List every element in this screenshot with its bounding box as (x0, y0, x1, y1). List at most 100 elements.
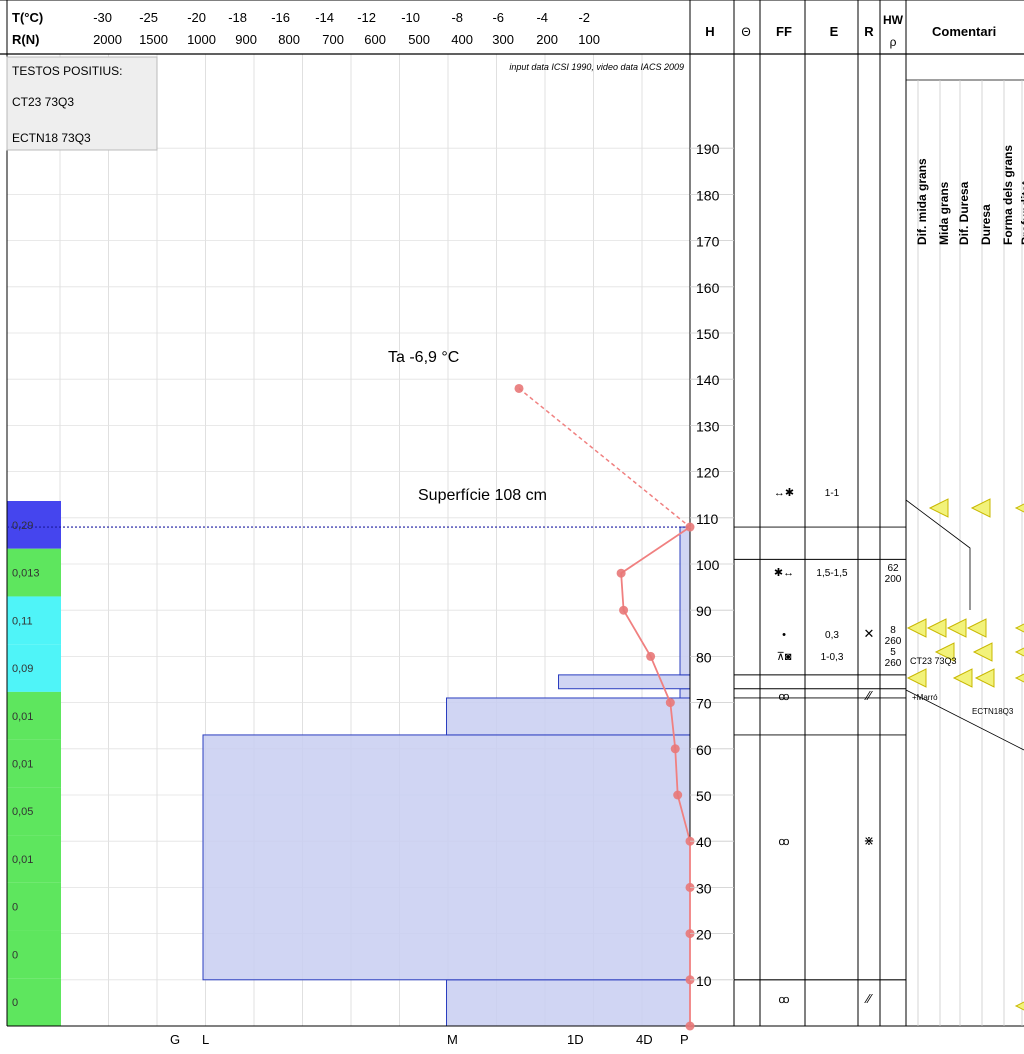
comment-note: CT23 73Q3 (910, 656, 957, 666)
col-comments-header: Comentari (932, 24, 996, 39)
stability-value: 0 (12, 949, 18, 961)
hardness-layers (202, 526, 691, 1027)
marker-triangle (970, 498, 991, 518)
stability-value: 0,05 (12, 806, 33, 818)
h-tick-label: 130 (696, 418, 720, 434)
h-tick-label: 70 (696, 696, 712, 712)
temp-point (514, 383, 524, 393)
col-r-header: R (864, 24, 874, 39)
temp-point (685, 522, 695, 532)
marker-triangle (972, 642, 993, 662)
h-tick-label: 120 (696, 465, 720, 481)
stability-cell (7, 978, 61, 1026)
r-tick: 500 (408, 32, 430, 47)
e-cell: 1-0,3 (821, 652, 844, 663)
hardness-label: M (447, 1032, 458, 1047)
hardness-label: 1D (567, 1032, 584, 1047)
t-tick: -10 (401, 10, 420, 25)
temp-point (670, 744, 680, 754)
t-tick: -12 (357, 10, 376, 25)
e-cell: 0,3 (825, 630, 839, 641)
marker-triangle (952, 668, 973, 688)
h-tick-label: 150 (696, 326, 720, 342)
marker-triangle (934, 642, 955, 662)
r-tick: 800 (278, 32, 300, 47)
r-cell: ✕ (864, 626, 875, 641)
h-tick-label: 100 (696, 557, 720, 573)
stability-cell (7, 501, 61, 549)
col-ff-header: FF (776, 24, 792, 39)
h-tick-label: 180 (696, 187, 720, 203)
tests-box-line-2: ECTN18 73Q3 (12, 131, 91, 145)
r-tick: 400 (451, 32, 473, 47)
ff-cell: ꝏ (778, 994, 789, 1006)
col-theta-header: Θ (741, 25, 750, 39)
h-tick-label: 190 (696, 141, 720, 157)
ff-cell: ↔✱ (774, 487, 794, 499)
hardness-label: 4D (636, 1032, 653, 1047)
stability-value: 0,09 (12, 663, 33, 675)
stability-cell (7, 596, 61, 645)
r-cell: ⁄⁄ (864, 991, 873, 1006)
stability-value: 0,29 (12, 520, 33, 532)
stability-cell (7, 739, 61, 788)
stability-value: 0,01 (12, 711, 33, 723)
air-temperature-label: Ta -6,9 °C (388, 349, 459, 366)
r-tick: 600 (364, 32, 386, 47)
marker-triangle (906, 668, 927, 688)
ff-cell: ⊼◙ (777, 651, 792, 663)
r-cell: ⋇ (864, 833, 875, 848)
h-tick-label: 160 (696, 280, 720, 296)
tests-box: TESTOS POSITIUS: CT23 73Q3 ECTN18 73Q3 (6, 56, 158, 151)
t-tick: -8 (451, 10, 463, 25)
comments-area: Dif. mida grans Mida grans Dif. Duresa Dure… (905, 79, 1024, 1026)
hw-cell: 8 (890, 625, 896, 636)
temp-point (619, 605, 629, 615)
rho-cell: 260 (885, 636, 902, 647)
air-temp-line (518, 387, 691, 528)
hardness-layer (679, 526, 691, 676)
stability-cell (7, 930, 61, 979)
col-h-header: H (705, 24, 714, 39)
marker-triangle (926, 618, 947, 638)
comment-header: Mida grans (937, 181, 951, 245)
snow-temp-line (620, 526, 691, 1026)
surface-label: Superfície 108 cm (418, 487, 547, 504)
temp-point (673, 790, 683, 800)
h-tick-label: 10 (696, 973, 712, 989)
comment-connector (905, 499, 971, 610)
stability-cell (7, 882, 61, 931)
col-rho-header: ρ (890, 35, 897, 49)
comment-note: +Marró (912, 693, 938, 702)
r-axis-label: R(N) (12, 32, 39, 47)
tests-box-line-1: CT23 73Q3 (12, 95, 74, 109)
temperature-profile (514, 383, 695, 1031)
resistance-ticks: 2000 1500 1000 900 800 700 600 500 400 300 200 100 (93, 32, 600, 47)
marker-triangle (946, 618, 967, 638)
stability-value: 0,01 (12, 854, 33, 866)
temp-point (646, 651, 656, 661)
r-tick: 200 (536, 32, 558, 47)
tests-box-bg (6, 56, 158, 151)
temp-point (685, 1021, 695, 1031)
hardness-layer (558, 674, 691, 690)
marker-triangle (1014, 1001, 1024, 1011)
height-ticks: 10 20 30 40 50 60 70 80 90 100 110 120 130 140 150 160 1… (690, 141, 734, 989)
stability-column: 0,29 0,013 0,11 0,09 0,01 0,01 0,05 0,01 0 0 0 (7, 501, 61, 1026)
t-tick: -30 (93, 10, 112, 25)
stability-cell (7, 787, 61, 836)
hw-cell: 62 (887, 563, 899, 574)
ff-cell: ✱↔ (774, 567, 794, 579)
marker-triangle (1014, 503, 1024, 513)
comment-header: Dif. mida grans (915, 158, 929, 245)
t-tick: -18 (228, 10, 247, 25)
hardness-layer (679, 688, 691, 699)
ff-cell: ꝏ (778, 836, 789, 848)
e-cell: 1,5-1,5 (816, 568, 848, 579)
hardness-layer (446, 979, 691, 1027)
r-tick: 1500 (139, 32, 168, 47)
hardness-labels: G L M 1D 4D P (170, 1032, 689, 1047)
comment-header: Forma dels grans (1001, 145, 1015, 245)
